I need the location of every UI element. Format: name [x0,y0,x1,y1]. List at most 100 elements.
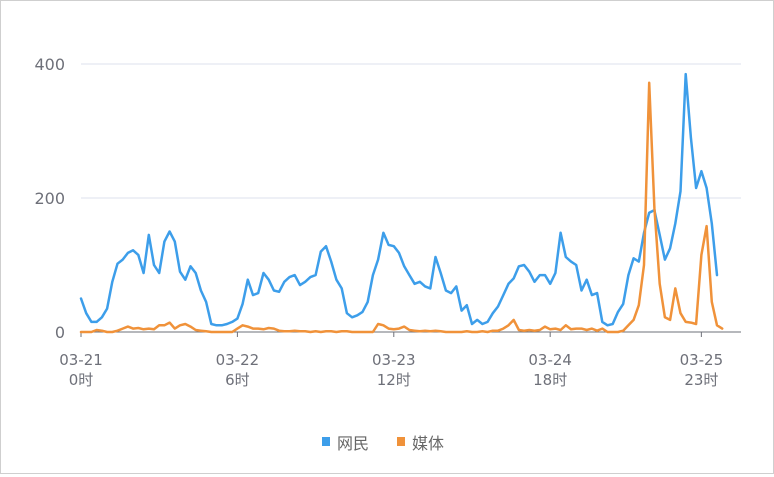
data-point [570,261,572,263]
data-point [507,283,510,285]
data-point [601,321,603,323]
data-point [669,319,671,321]
data-point [377,259,379,261]
data-point [163,241,165,243]
data-point [487,321,489,323]
data-point [554,272,557,274]
data-point [591,328,593,330]
data-point [659,234,661,236]
data-point [518,329,520,331]
data-point [96,329,98,331]
data-point [122,259,124,261]
data-point [716,274,718,276]
data-point [461,331,463,333]
data-point [721,328,723,330]
data-point [606,331,609,333]
x-tick-label-hour: 0时 [69,371,94,389]
data-point [533,330,536,332]
data-point [471,323,473,325]
data-point [294,274,296,276]
x-axis: 03-21 0时 03-22 6时 03-23 12时 03-24 18时 03-25 23时 [59,331,741,389]
data-point [132,249,134,251]
data-point [189,265,192,267]
legend-item-media[interactable]: 媒体 [397,434,444,453]
data-point [111,281,113,283]
x-tick-label-hour: 12时 [377,371,411,389]
data-point [575,264,577,266]
data-point [513,277,515,279]
data-point [111,331,113,333]
data-point [122,328,124,330]
data-point [674,222,676,225]
data-point [450,331,452,333]
data-point [189,326,192,328]
data-point [257,328,259,330]
data-point [288,330,291,332]
data-point [330,261,332,263]
data-point [309,331,311,333]
data-point [257,292,259,294]
data-point [210,331,212,333]
data-point [262,328,265,330]
data-point [633,257,635,259]
data-point [445,331,447,333]
data-point [80,297,82,300]
x-tick-label-hour: 23时 [684,371,718,389]
data-point [403,326,405,328]
y-axis-ticks: 0 200 400 [34,55,65,342]
data-point [299,284,301,286]
data-point [325,330,327,332]
data-point [231,321,233,323]
data-point [116,263,119,265]
x-tick-label-date: 03-24 [528,351,572,369]
legend-item-netizen[interactable]: 网民 [322,434,369,453]
data-point [143,328,145,330]
data-point [398,328,400,330]
data-point [549,328,551,330]
data-point [502,294,504,296]
data-point [455,285,457,287]
data-point [648,82,650,84]
data-point [320,251,322,253]
data-point [419,330,421,332]
data-point [90,331,92,333]
data-point [116,330,119,332]
data-point [466,304,468,306]
data-point [252,294,254,296]
data-point [356,331,358,333]
data-point [367,331,369,333]
legend-label-media: 媒体 [412,434,444,453]
data-point [497,330,499,332]
data-point [106,331,108,333]
data-point [90,321,92,323]
data-point [153,264,155,266]
data-point [539,329,541,331]
data-point [565,324,567,326]
data-point [403,265,405,267]
y-tick-label: 0 [55,323,65,342]
data-point [200,330,202,332]
data-point [523,264,525,266]
data-point [184,279,186,281]
data-point [502,328,504,330]
data-point [341,287,343,289]
data-point [351,331,353,333]
data-point [429,330,431,332]
data-point [685,321,687,323]
data-point [414,283,416,285]
data-point [586,279,588,281]
data-point [252,328,254,330]
data-point [596,330,598,332]
data-point [127,252,129,254]
data-point [487,331,489,333]
data-point [320,331,322,333]
data-point [596,292,598,294]
data-point [85,312,87,314]
data-point [575,328,577,330]
data-point [268,279,270,281]
x-tick-label-hour: 6时 [225,371,250,389]
data-point [330,330,332,332]
data-point [325,245,327,247]
data-point [335,331,337,333]
data-point [174,328,176,330]
